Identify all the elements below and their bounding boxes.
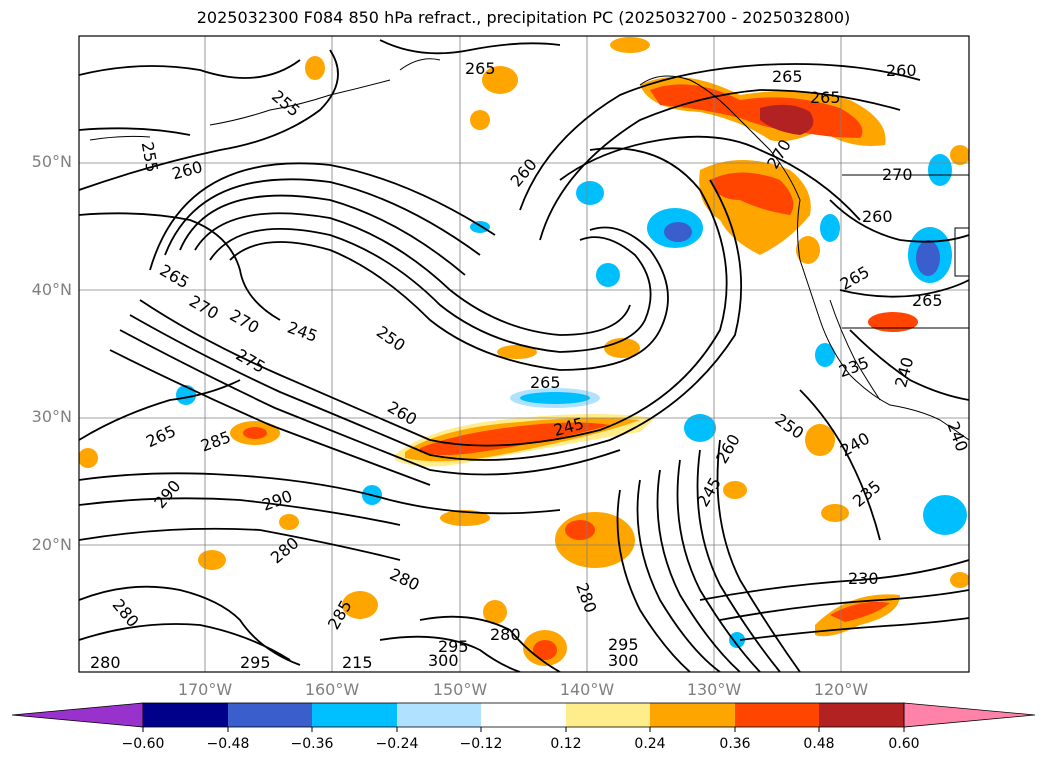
precip-cell bbox=[482, 66, 518, 94]
precip-cell bbox=[821, 504, 849, 522]
lat-label-20n: 20°N bbox=[31, 535, 72, 554]
colorbar-tick-label: 0.48 bbox=[803, 736, 835, 752]
precip-cell bbox=[243, 427, 267, 439]
precip-cell bbox=[868, 312, 918, 332]
contour-label: 295 bbox=[608, 635, 639, 654]
precip-cell bbox=[440, 510, 490, 526]
precip-neg-cell bbox=[820, 214, 840, 242]
precip-cell bbox=[723, 481, 747, 499]
precip-neg-cell bbox=[664, 222, 692, 242]
precip-cell bbox=[950, 572, 969, 588]
colorbar-tick-label: −0.48 bbox=[206, 736, 250, 752]
precip-neg-cell bbox=[520, 392, 590, 404]
contour-label: 230 bbox=[848, 569, 879, 588]
contour-label: 265 bbox=[465, 59, 496, 78]
lat-label-50n: 50°N bbox=[31, 152, 72, 171]
contour-label: 265 bbox=[912, 291, 943, 310]
precip-neg-cell bbox=[729, 632, 745, 648]
colorbar-tick-label: 0.36 bbox=[719, 736, 751, 752]
colorbar-segment bbox=[312, 703, 397, 727]
colorbar-tick-label: −0.24 bbox=[375, 736, 419, 752]
precip-neg-cell bbox=[176, 385, 196, 405]
precip-cell bbox=[279, 514, 299, 530]
colorbar-extend-right bbox=[903, 702, 1036, 728]
precip-cell bbox=[533, 640, 557, 660]
colorbar-tick-label: −0.12 bbox=[459, 736, 503, 752]
colorbar-tick-label: 0.24 bbox=[634, 736, 666, 752]
contour-label: 265 bbox=[810, 88, 841, 107]
lon-label-160w: 160°W bbox=[304, 680, 360, 699]
colorbar-tick-label: 0.60 bbox=[888, 736, 920, 752]
precip-neg-cell bbox=[470, 221, 490, 233]
colorbar-tick-label: −0.36 bbox=[290, 736, 334, 752]
precip-cell bbox=[79, 448, 98, 468]
precip-nw-coast bbox=[760, 104, 814, 135]
colorbar-segment bbox=[566, 703, 650, 727]
precip-cell bbox=[483, 600, 507, 624]
contour-label: 295 bbox=[438, 637, 469, 656]
precip-neg-cell bbox=[576, 181, 604, 205]
contour-label: 270 bbox=[882, 165, 913, 184]
colorbar-segment bbox=[650, 703, 735, 727]
colorbar-segment bbox=[735, 703, 819, 727]
graticule bbox=[79, 36, 969, 672]
colorbar-tick-label: 0.12 bbox=[550, 736, 582, 752]
precip-cell bbox=[604, 338, 640, 358]
refractivity-contours bbox=[79, 39, 969, 672]
precip-cell bbox=[305, 56, 325, 80]
precip-cell bbox=[805, 424, 835, 456]
lon-label-130w: 130°W bbox=[686, 680, 742, 699]
precip-cell bbox=[555, 512, 635, 568]
colorbar-segment bbox=[143, 703, 228, 727]
contour-label: 260 bbox=[862, 207, 893, 226]
contour-label: 280 bbox=[490, 625, 521, 644]
map-title: 2025032300 F084 850 hPa refract., precip… bbox=[196, 8, 851, 27]
precip-se-band bbox=[830, 601, 890, 622]
precip-cell bbox=[342, 591, 378, 619]
lon-label-140w: 140°W bbox=[559, 680, 615, 699]
precip-cell bbox=[565, 520, 595, 540]
lat-label-30n: 30°N bbox=[31, 407, 72, 426]
contour-label: 265 bbox=[772, 67, 803, 86]
colorbar-segment bbox=[819, 703, 904, 727]
contour-label: 300 bbox=[608, 651, 639, 670]
precip-neg-cell bbox=[916, 240, 940, 276]
contour-label: 215 bbox=[342, 653, 373, 672]
lat-label-40n: 40°N bbox=[31, 280, 72, 299]
contour-label: 260 bbox=[886, 61, 917, 80]
precip-coast-mid bbox=[710, 172, 794, 215]
precip-neg-cell bbox=[923, 495, 967, 535]
precip-neg-cell bbox=[815, 343, 835, 367]
precip-band-west bbox=[420, 422, 610, 455]
colorbar-segment bbox=[481, 703, 566, 727]
colorbar-tick-label: −0.60 bbox=[121, 736, 165, 752]
precip-neg-cell bbox=[928, 154, 952, 186]
contour-label: 280 bbox=[90, 653, 121, 672]
contour-label: 300 bbox=[428, 651, 459, 670]
colorbar bbox=[11, 702, 1036, 732]
precip-cell bbox=[610, 37, 650, 53]
precip-cell bbox=[470, 110, 490, 130]
precip-neg-cell bbox=[684, 414, 716, 442]
precip-cell bbox=[796, 236, 820, 264]
lon-label-150w: 150°W bbox=[432, 680, 488, 699]
precip-neg-cell bbox=[596, 263, 620, 287]
contour-label: 265 bbox=[530, 373, 561, 392]
lon-label-120w: 120°W bbox=[813, 680, 869, 699]
colorbar-segment bbox=[397, 703, 481, 727]
precip-cell bbox=[497, 345, 537, 359]
colorbar-extend-left bbox=[11, 702, 144, 728]
precip-cell bbox=[198, 550, 226, 570]
contour-label: 295 bbox=[240, 653, 271, 672]
precip-cell bbox=[950, 145, 969, 165]
colorbar-segment bbox=[228, 703, 312, 727]
coastlines bbox=[89, 58, 969, 441]
lon-label-170w: 170°W bbox=[177, 680, 233, 699]
plot-frame bbox=[78, 35, 970, 673]
